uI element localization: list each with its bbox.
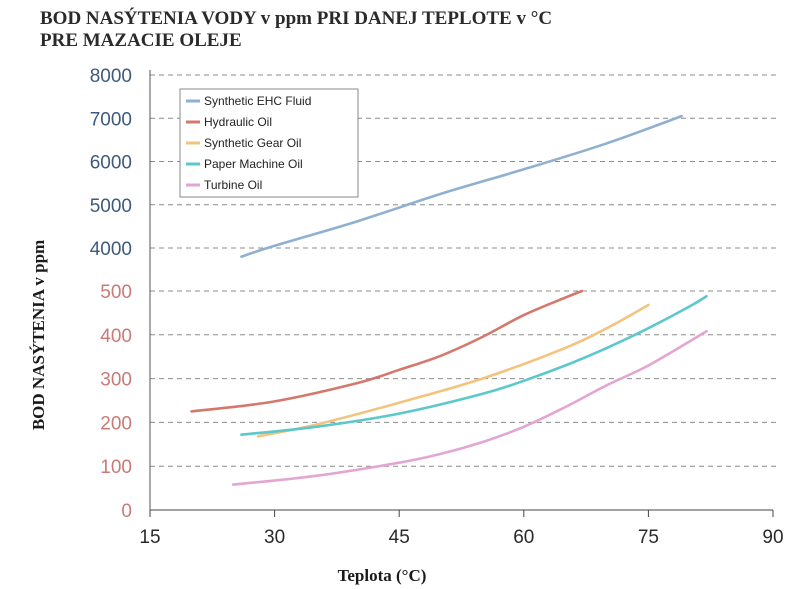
series-line-hydraulic-oil <box>190 289 584 413</box>
series-line-paper-machine-oil <box>240 295 708 436</box>
y-tick-label: 5000 <box>90 196 132 217</box>
y-tick-label: 7000 <box>90 109 132 130</box>
x-tick-label: 90 <box>762 527 783 548</box>
x-tick-label: 75 <box>638 527 659 548</box>
series-line-synthetic-gear-oil <box>256 303 650 438</box>
legend: Synthetic EHC Fluid Hydraulic Oil Syntheti… <box>179 88 359 198</box>
y-tick-label: 100 <box>100 457 132 478</box>
y-tick-label: 6000 <box>90 153 132 174</box>
y-axis-label: BOD NASÝTENIA v ppm <box>29 240 48 430</box>
y-tick-label: 300 <box>100 370 132 391</box>
chart-title-line-1: BOD NASÝTENIA VODY v ppm PRI DANEJ TEPLO… <box>40 8 553 29</box>
y-tick-label: 500 <box>100 282 132 303</box>
y-tick-label: 200 <box>100 413 132 434</box>
y-tick-label: 400 <box>100 326 132 347</box>
x-tick-label: 15 <box>139 527 160 548</box>
x-tick-label: 60 <box>513 527 534 548</box>
chart-title-line-2: PRE MAZACIE OLEJE <box>40 30 242 51</box>
legend-label-synthetic-ehc-fluid: Synthetic EHC Fluid <box>204 94 311 108</box>
x-axis-label: Teplota (°C) <box>338 566 427 585</box>
legend-label-turbine-oil: Turbine Oil <box>204 178 262 192</box>
y-tick-label: 4000 <box>90 239 132 260</box>
y-tick-labels: 4000 5000 6000 7000 8000 0 100 200 300 400 500 <box>90 66 132 522</box>
legend-label-hydraulic-oil: Hydraulic Oil <box>204 115 272 129</box>
axes <box>149 70 773 511</box>
x-tick-label: 30 <box>264 527 285 548</box>
y-tick-label: 0 <box>121 501 132 522</box>
chart-title: BOD NASÝTENIA VODY v ppm PRI DANEJ TEPLO… <box>40 8 552 52</box>
x-tick-labels: 15 30 45 60 75 90 <box>139 510 784 548</box>
series-line-turbine-oil <box>231 330 708 486</box>
legend-box <box>179 88 359 198</box>
y-tick-label: 8000 <box>90 66 132 87</box>
x-tick-label: 45 <box>389 527 410 548</box>
legend-label-synthetic-gear-oil: Synthetic Gear Oil <box>204 136 301 150</box>
legend-label-paper-machine-oil: Paper Machine Oil <box>204 157 303 171</box>
series-lines <box>190 114 708 486</box>
series-line-synthetic-ehc-fluid <box>240 114 683 258</box>
